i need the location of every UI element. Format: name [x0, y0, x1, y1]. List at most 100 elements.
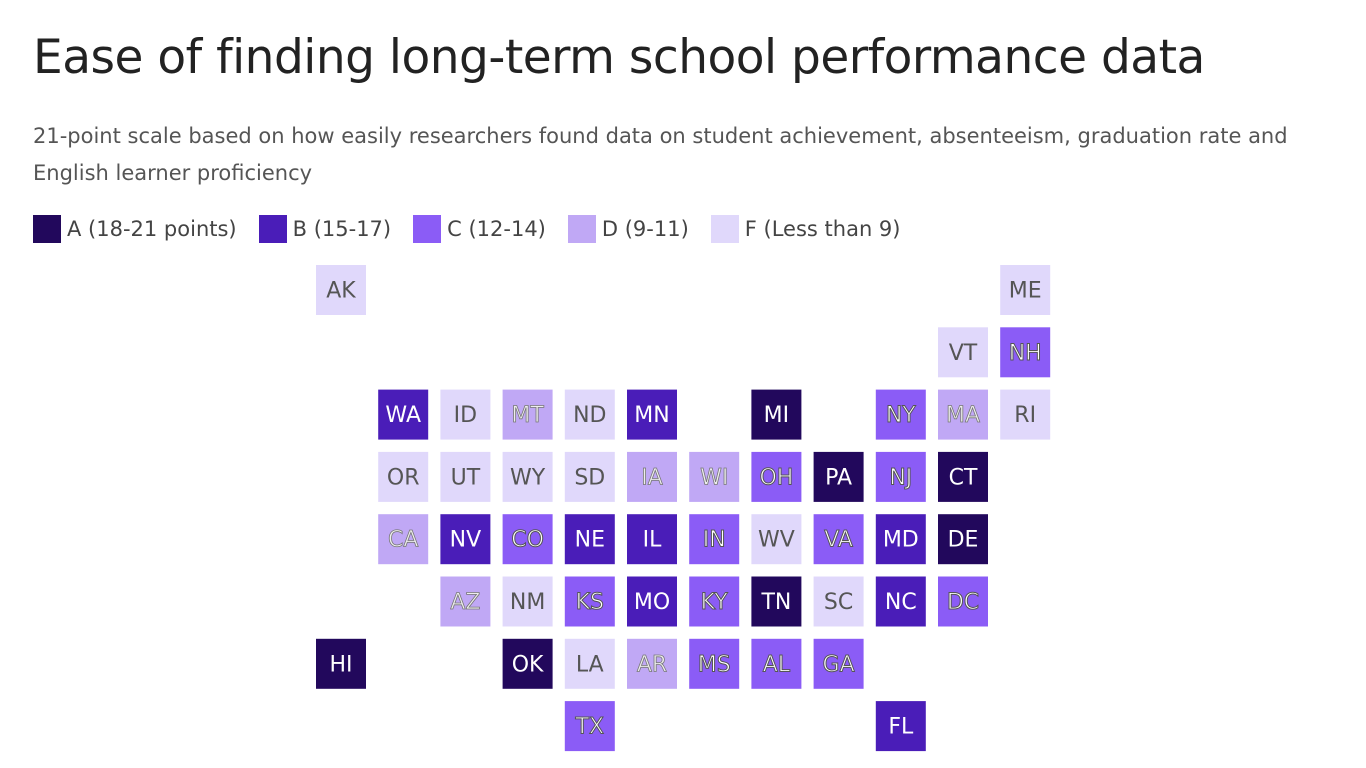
state-tile — [378, 389, 429, 440]
state-label: CA — [388, 528, 418, 553]
state-label: PA — [825, 465, 852, 490]
state-label: SC — [824, 590, 853, 615]
state-label: OK — [512, 652, 544, 677]
state-tile — [502, 389, 553, 440]
state-label: DE — [948, 528, 979, 553]
state-tile — [627, 638, 677, 689]
state-label: RI — [1014, 403, 1036, 428]
state-label: WV — [758, 528, 795, 553]
state-tile — [502, 514, 553, 565]
state-label: ME — [1009, 279, 1042, 304]
state-label: NY — [886, 403, 916, 428]
legend-item: F (Less than 9) — [710, 215, 901, 243]
state-label: WA — [385, 403, 421, 428]
state-tile — [689, 514, 740, 565]
legend-label: A (18-21 points) — [67, 217, 237, 241]
state-tile — [564, 701, 615, 752]
state-label: DC — [947, 590, 979, 615]
state-tile — [751, 389, 802, 440]
state-label: IN — [703, 528, 726, 553]
state-label: CO — [511, 528, 544, 553]
state-tile — [316, 265, 366, 315]
state-label: NE — [575, 528, 605, 553]
legend-item: B (15-17) — [258, 215, 392, 243]
legend-swatch — [413, 215, 442, 243]
state-label: TN — [760, 590, 791, 615]
state-label: LA — [576, 652, 604, 677]
state-tile — [627, 514, 677, 565]
state-label: MS — [698, 652, 731, 677]
state-label: CT — [949, 465, 978, 490]
state-label: IL — [643, 528, 662, 553]
state-tile — [502, 638, 553, 689]
chart-title: Ease of finding long-term school perform… — [33, 30, 1205, 85]
state-tile — [751, 576, 802, 627]
legend-label: D (9-11) — [601, 217, 689, 241]
state-label: AK — [326, 279, 356, 304]
state-tile — [938, 514, 988, 565]
state-tile — [564, 576, 615, 627]
state-label: KS — [576, 590, 604, 615]
state-label: OH — [759, 465, 793, 490]
state-tile — [440, 576, 491, 627]
state-label: MN — [634, 403, 669, 428]
state-tile — [689, 451, 740, 502]
state-tile — [627, 389, 677, 440]
state-tile — [378, 451, 429, 502]
state-label: GA — [823, 652, 855, 677]
state-tile — [502, 576, 553, 627]
state-tile — [564, 638, 615, 689]
state-tile — [564, 389, 615, 440]
state-label: OR — [387, 465, 420, 490]
state-tile — [813, 451, 864, 502]
state-tile — [689, 576, 740, 627]
state-label: FL — [888, 715, 914, 740]
legend-item: C (12-14) — [413, 215, 546, 243]
state-tile — [1000, 265, 1051, 315]
legend-swatch — [258, 215, 287, 243]
state-tile — [378, 514, 429, 565]
legend: A (18-21 points) B (15-17) C (12-14) D (9-1… — [33, 215, 901, 243]
state-tile — [564, 451, 615, 502]
legend-swatch — [710, 215, 739, 243]
state-tile — [440, 514, 491, 565]
state-label: UT — [451, 465, 481, 490]
state-tile — [627, 451, 677, 502]
state-tile — [751, 638, 802, 689]
state-label: MI — [764, 403, 789, 428]
state-tile — [875, 514, 926, 565]
state-label: MD — [883, 528, 919, 553]
state-tile — [502, 451, 553, 502]
state-tile — [938, 576, 988, 627]
state-tile — [440, 451, 491, 502]
state-label: AZ — [450, 590, 480, 615]
state-label: NC — [885, 590, 917, 615]
state-tile — [938, 327, 988, 378]
state-tile — [627, 576, 677, 627]
state-tile — [875, 451, 926, 502]
state-label: TX — [575, 715, 605, 740]
state-label: IA — [641, 465, 663, 490]
state-label: NJ — [889, 465, 912, 490]
state-label: WI — [700, 465, 728, 490]
chart-subtitle: 21-point scale based on how easily resea… — [33, 124, 1288, 185]
state-label: KY — [701, 590, 729, 615]
state-label: AR — [637, 652, 667, 677]
state-tile — [875, 389, 926, 440]
legend-label: B (15-17) — [292, 217, 392, 241]
state-label: MA — [946, 403, 980, 428]
state-tile — [938, 389, 988, 440]
state-label: SD — [574, 465, 605, 490]
state-label: NH — [1009, 341, 1042, 366]
state-tile — [813, 638, 864, 689]
legend-swatch — [33, 215, 61, 243]
state-label: VA — [824, 528, 853, 553]
state-tile — [1000, 389, 1051, 440]
legend-label: C (12-14) — [447, 217, 546, 241]
state-tile — [751, 514, 802, 565]
state-tile — [316, 638, 366, 689]
legend-item: A (18-21 points) — [33, 215, 237, 243]
state-label: MT — [511, 403, 544, 428]
